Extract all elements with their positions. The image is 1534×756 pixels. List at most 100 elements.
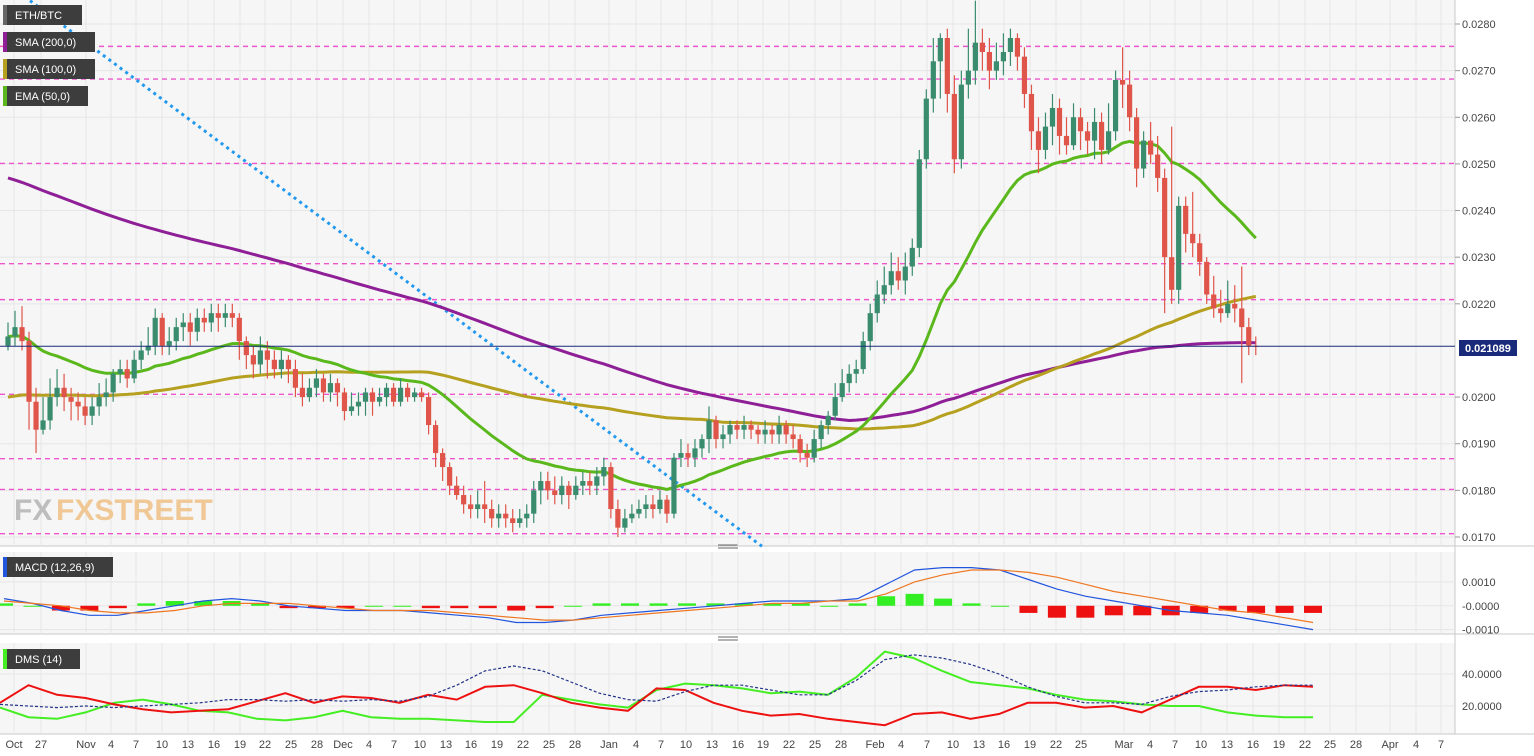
- candle[interactable]: [103, 378, 109, 407]
- candle[interactable]: [489, 499, 495, 528]
- candle[interactable]: [986, 37, 992, 90]
- candle[interactable]: [201, 308, 207, 332]
- candle[interactable]: [524, 504, 530, 528]
- candle[interactable]: [804, 443, 810, 468]
- candle[interactable]: [615, 499, 621, 537]
- candle[interactable]: [867, 303, 873, 351]
- candle[interactable]: [902, 252, 908, 295]
- candle[interactable]: [685, 443, 691, 468]
- candle[interactable]: [264, 341, 270, 379]
- candle[interactable]: [797, 434, 803, 463]
- candle[interactable]: [1232, 285, 1238, 323]
- candle[interactable]: [629, 504, 635, 524]
- candle[interactable]: [257, 336, 263, 374]
- candle[interactable]: [82, 397, 88, 426]
- candle[interactable]: [1134, 107, 1140, 188]
- candle[interactable]: [510, 509, 516, 533]
- panel-resize-handle[interactable]: [718, 636, 738, 641]
- candle[interactable]: [348, 392, 355, 416]
- candle[interactable]: [1169, 126, 1175, 304]
- candle[interactable]: [1162, 168, 1168, 314]
- candle[interactable]: [285, 355, 291, 384]
- candle[interactable]: [236, 313, 242, 360]
- candle[interactable]: [334, 378, 341, 407]
- candle[interactable]: [1239, 266, 1245, 384]
- candle[interactable]: [110, 369, 116, 402]
- candle[interactable]: [790, 425, 796, 449]
- candle[interactable]: [1028, 84, 1035, 150]
- candle[interactable]: [979, 28, 985, 71]
- candle[interactable]: [678, 439, 684, 468]
- candle[interactable]: [26, 331, 32, 430]
- candle[interactable]: [243, 336, 249, 370]
- candle[interactable]: [993, 42, 1000, 80]
- candle[interactable]: [454, 476, 460, 500]
- candle[interactable]: [720, 425, 726, 449]
- candle[interactable]: [418, 387, 425, 402]
- candle[interactable]: [895, 257, 901, 290]
- candle[interactable]: [965, 28, 971, 99]
- candle[interactable]: [951, 75, 957, 174]
- candle[interactable]: [390, 383, 397, 407]
- candle[interactable]: [874, 280, 880, 323]
- candle[interactable]: [643, 495, 649, 519]
- candle[interactable]: [278, 350, 284, 379]
- candle[interactable]: [75, 392, 81, 421]
- candle[interactable]: [650, 495, 656, 519]
- candle[interactable]: [1049, 93, 1056, 146]
- candle[interactable]: [159, 313, 165, 356]
- candle[interactable]: [825, 411, 831, 435]
- candle[interactable]: [383, 383, 390, 407]
- candle[interactable]: [608, 462, 614, 519]
- candle[interactable]: [1127, 70, 1133, 132]
- candle[interactable]: [376, 387, 383, 407]
- candle[interactable]: [145, 327, 151, 356]
- candle[interactable]: [1183, 196, 1189, 253]
- candle[interactable]: [327, 373, 334, 402]
- candle[interactable]: [1148, 121, 1154, 164]
- candle[interactable]: [734, 420, 740, 440]
- candle[interactable]: [482, 481, 488, 524]
- candle[interactable]: [292, 359, 299, 398]
- candle[interactable]: [475, 490, 481, 519]
- candle[interactable]: [860, 331, 866, 374]
- candle[interactable]: [783, 420, 789, 444]
- candle[interactable]: [692, 439, 698, 468]
- candle[interactable]: [538, 471, 544, 505]
- candle[interactable]: [503, 504, 509, 528]
- candle[interactable]: [832, 383, 838, 421]
- candle[interactable]: [573, 476, 579, 500]
- candle[interactable]: [19, 306, 25, 351]
- candle[interactable]: [552, 476, 558, 505]
- candle[interactable]: [1000, 33, 1007, 76]
- candle[interactable]: [1098, 112, 1105, 164]
- candle[interactable]: [411, 387, 418, 402]
- candle[interactable]: [1042, 112, 1049, 160]
- candle[interactable]: [944, 28, 950, 113]
- candle[interactable]: [96, 383, 102, 416]
- candle[interactable]: [362, 387, 369, 416]
- dms-plus-di-line[interactable]: [0, 650, 1313, 723]
- candle[interactable]: [909, 238, 915, 276]
- candle[interactable]: [923, 89, 929, 169]
- legend-sma200[interactable]: SMA (200,0): [3, 32, 95, 52]
- candle[interactable]: [1211, 275, 1217, 318]
- candle[interactable]: [68, 387, 74, 421]
- candle[interactable]: [250, 345, 256, 379]
- ema50-line[interactable]: [7, 139, 1257, 491]
- candle[interactable]: [776, 415, 782, 444]
- candle[interactable]: [131, 350, 137, 384]
- candle[interactable]: [531, 481, 537, 524]
- macd-signal-line[interactable]: [3, 569, 1314, 624]
- candle[interactable]: [1063, 117, 1070, 155]
- candle[interactable]: [916, 149, 922, 258]
- candle[interactable]: [1056, 98, 1063, 155]
- candle[interactable]: [320, 373, 327, 402]
- candle[interactable]: [355, 392, 362, 416]
- panel-resize-handle[interactable]: [718, 544, 738, 549]
- candle[interactable]: [306, 378, 313, 402]
- candle[interactable]: [194, 308, 200, 342]
- candle[interactable]: [846, 364, 852, 393]
- candle[interactable]: [313, 369, 320, 398]
